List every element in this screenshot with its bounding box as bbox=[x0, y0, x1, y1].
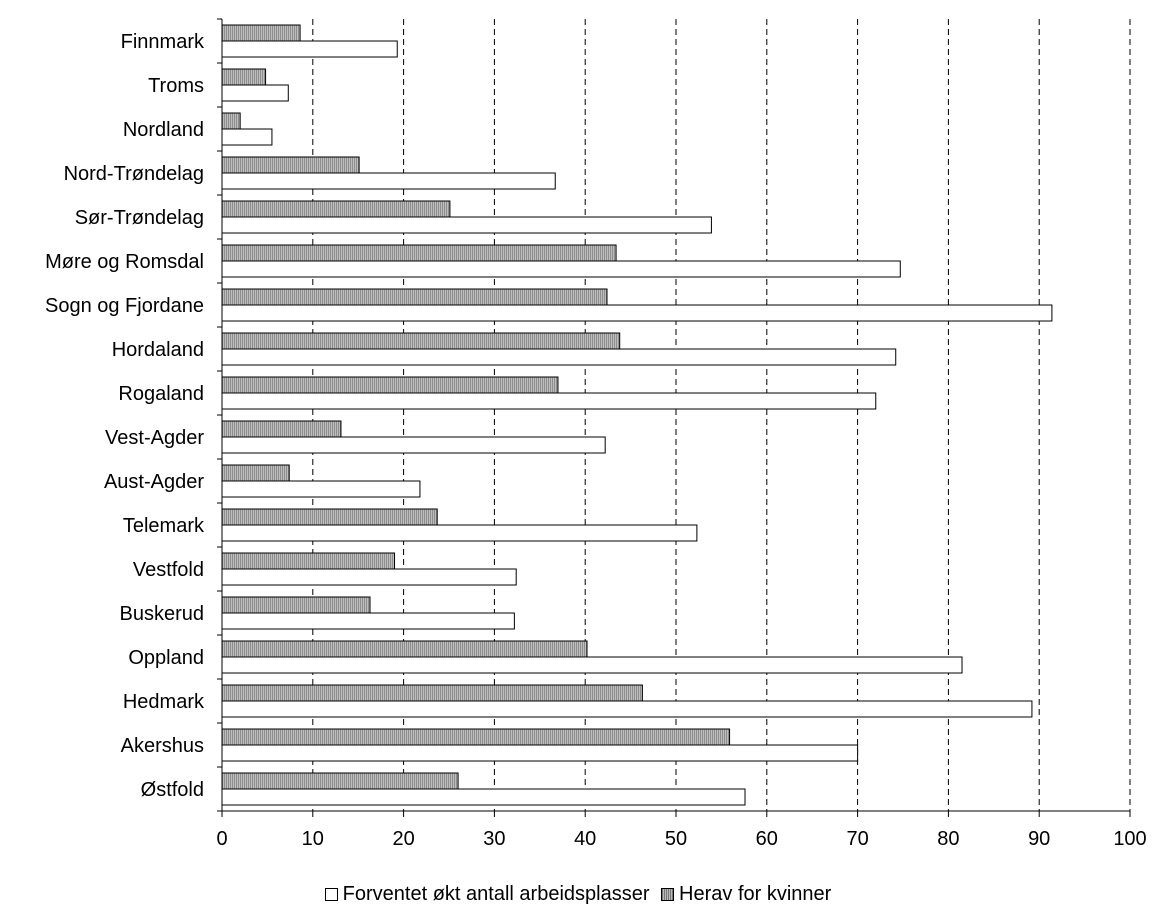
x-tick-label-40: 40 bbox=[574, 828, 596, 850]
x-tick-label-0: 0 bbox=[216, 828, 227, 850]
bar-total-5 bbox=[221, 260, 901, 278]
legend-item-women: Herav for kvinner bbox=[661, 882, 831, 906]
bar-women-3 bbox=[221, 156, 360, 174]
bars bbox=[221, 24, 1053, 806]
bar-total-14 bbox=[221, 656, 963, 674]
x-tick-label-90: 90 bbox=[1028, 828, 1050, 850]
legend-label-total: Forventet økt antall arbeidsplasser bbox=[342, 883, 650, 905]
category-label-10: Aust-Agder bbox=[104, 471, 204, 493]
bar-total-12 bbox=[221, 568, 517, 586]
category-label-1: Troms bbox=[148, 75, 204, 97]
bar-total-16 bbox=[221, 744, 859, 762]
category-label-8: Rogaland bbox=[118, 383, 204, 405]
category-label-0: Finnmark bbox=[121, 31, 205, 53]
category-label-13: Buskerud bbox=[120, 603, 205, 625]
bar-women-7 bbox=[221, 332, 621, 350]
x-tick-label-10: 10 bbox=[302, 828, 324, 850]
axes bbox=[217, 18, 1131, 817]
bar-total-0 bbox=[221, 40, 398, 58]
x-tick-label-60: 60 bbox=[756, 828, 778, 850]
bar-women-10 bbox=[221, 464, 290, 482]
bar-total-4 bbox=[221, 216, 712, 234]
x-tick-label-30: 30 bbox=[483, 828, 505, 850]
bar-total-7 bbox=[221, 348, 897, 366]
legend-swatch-women bbox=[661, 887, 675, 901]
category-label-5: Møre og Romsdal bbox=[45, 251, 204, 273]
category-label-14: Oppland bbox=[128, 647, 204, 669]
x-tick-label-100: 100 bbox=[1113, 828, 1146, 850]
legend-label-women: Herav for kvinner bbox=[679, 883, 832, 905]
bar-total-9 bbox=[221, 436, 606, 454]
legend-item-total: Forventet økt antall arbeidsplasser bbox=[324, 882, 650, 906]
bar-total-2 bbox=[221, 128, 273, 146]
bar-women-9 bbox=[221, 420, 342, 438]
legend-swatch-total bbox=[324, 887, 338, 901]
category-label-15: Hedmark bbox=[123, 691, 205, 713]
category-label-4: Sør-Trøndelag bbox=[75, 207, 204, 229]
bar-total-8 bbox=[221, 392, 877, 410]
category-label-12: Vestfold bbox=[133, 559, 204, 581]
category-label-11: Telemark bbox=[123, 515, 205, 537]
bar-chart: 0 10 20 30 40 50 60 70 80 90 100 Finnmark Troms Nordl… bbox=[45, 18, 1147, 850]
x-tick-label-20: 20 bbox=[392, 828, 414, 850]
bar-total-13 bbox=[221, 612, 515, 630]
bar-women-4 bbox=[221, 200, 451, 218]
bar-women-13 bbox=[221, 596, 371, 614]
bar-women-17 bbox=[221, 772, 459, 790]
bar-women-5 bbox=[221, 244, 617, 262]
category-label-9: Vest-Agder bbox=[105, 427, 204, 449]
bar-women-0 bbox=[221, 24, 301, 42]
x-tick-label-50: 50 bbox=[665, 828, 687, 850]
bar-total-15 bbox=[221, 700, 1033, 718]
gridlines bbox=[312, 19, 1131, 811]
bar-women-16 bbox=[221, 728, 731, 746]
bar-women-14 bbox=[221, 640, 588, 658]
bar-total-1 bbox=[221, 84, 289, 102]
bar-women-11 bbox=[221, 508, 438, 526]
category-label-3: Nord-Trøndelag bbox=[64, 163, 204, 185]
category-label-17: Østfold bbox=[141, 779, 204, 801]
x-tick-label-80: 80 bbox=[937, 828, 959, 850]
category-label-7: Hordaland bbox=[112, 339, 204, 361]
x-tick-label-70: 70 bbox=[846, 828, 868, 850]
category-label-16: Akershus bbox=[121, 735, 204, 757]
bar-women-8 bbox=[221, 376, 559, 394]
bar-total-6 bbox=[221, 304, 1053, 322]
bar-women-2 bbox=[221, 112, 241, 130]
bar-total-10 bbox=[221, 480, 421, 498]
bar-total-3 bbox=[221, 172, 556, 190]
legend: Forventet økt antall arbeidsplasser Hera… bbox=[0, 882, 1156, 907]
bar-total-17 bbox=[221, 788, 746, 806]
category-label-2: Nordland bbox=[123, 119, 204, 141]
bar-women-12 bbox=[221, 552, 396, 570]
bar-women-6 bbox=[221, 288, 608, 306]
bar-women-15 bbox=[221, 684, 643, 702]
category-label-6: Sogn og Fjordane bbox=[45, 295, 204, 317]
bar-women-1 bbox=[221, 68, 267, 86]
labels: 0 10 20 30 40 50 60 70 80 90 100 Finnmark Troms Nordl… bbox=[45, 31, 1147, 850]
bar-total-11 bbox=[221, 524, 698, 542]
